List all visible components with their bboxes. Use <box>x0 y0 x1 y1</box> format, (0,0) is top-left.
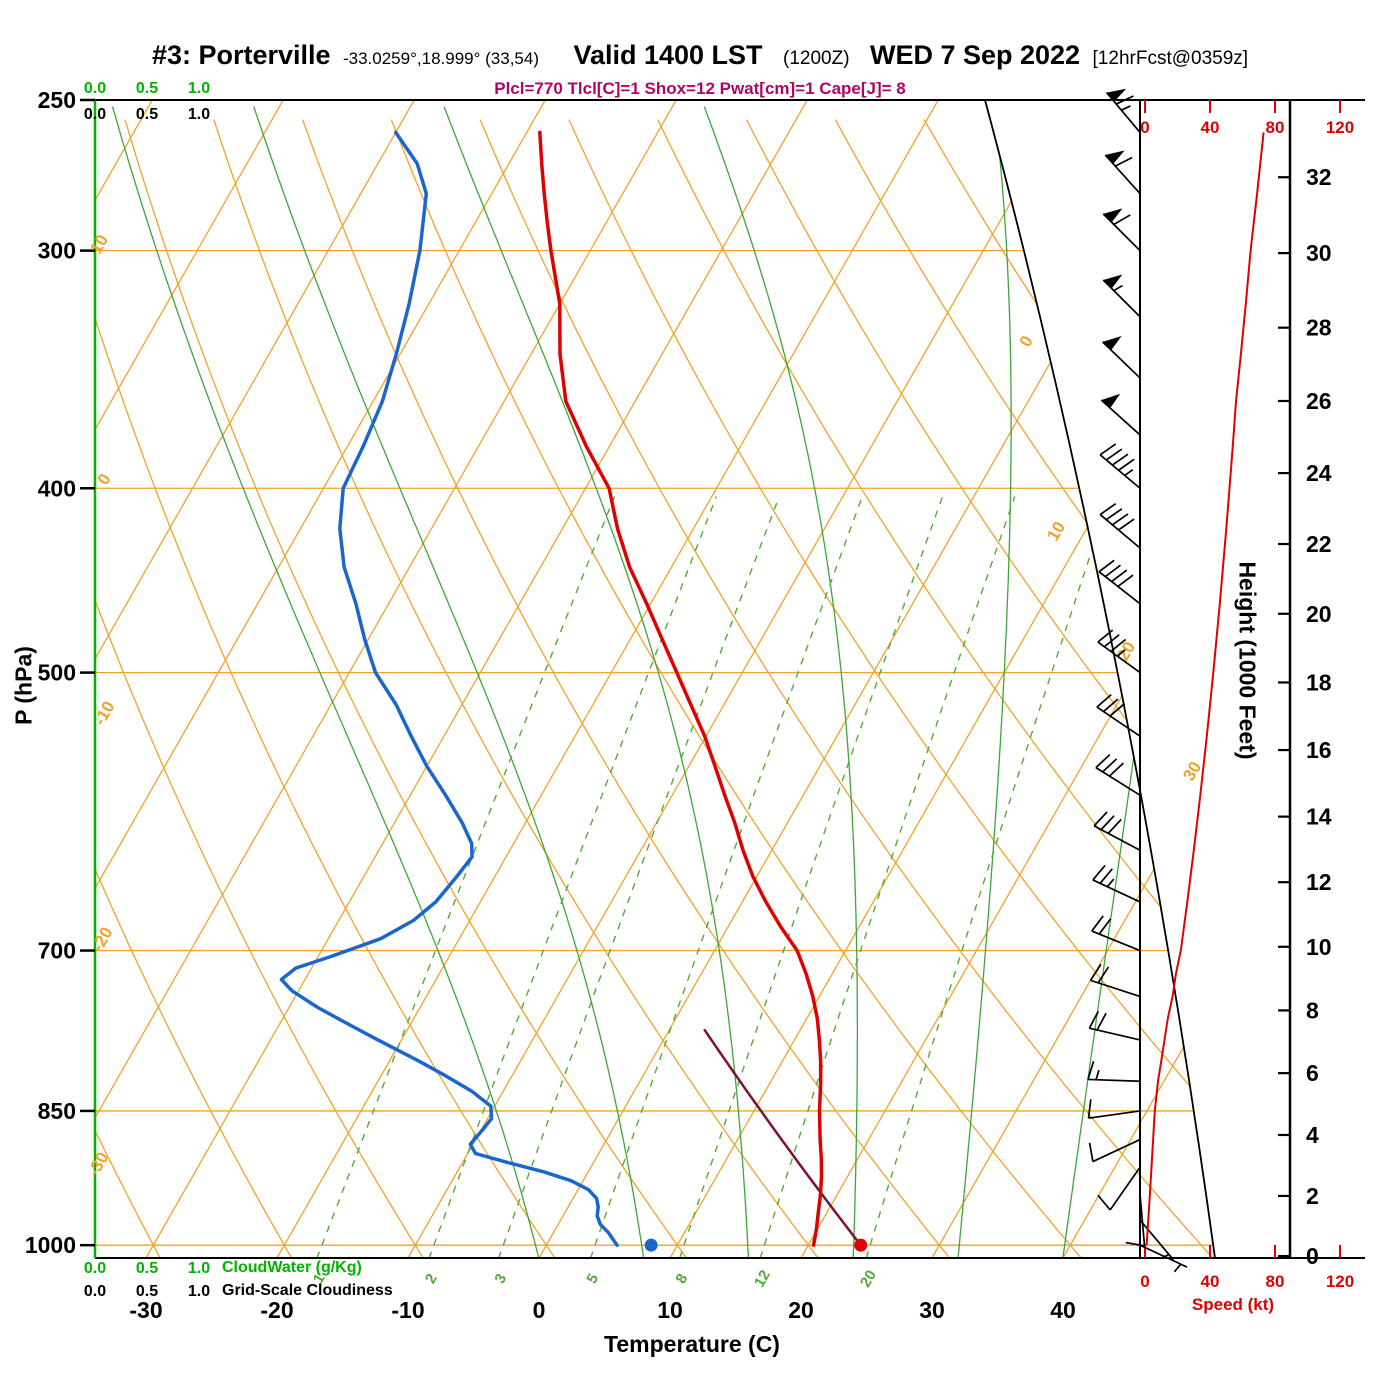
svg-text:1000: 1000 <box>25 1232 76 1258</box>
svg-text:0: 0 <box>1140 1272 1149 1291</box>
svg-text:80: 80 <box>1266 1272 1285 1291</box>
svg-text:0: 0 <box>533 1297 546 1323</box>
svg-text:0.0: 0.0 <box>84 80 106 97</box>
svg-text:20: 20 <box>1113 638 1139 664</box>
svg-text:12: 12 <box>1306 869 1332 895</box>
svg-text:2: 2 <box>422 1271 441 1287</box>
parcel-trace <box>703 1028 862 1246</box>
svg-text:2: 2 <box>1306 1183 1319 1209</box>
svg-text:400: 400 <box>38 475 76 501</box>
surface-dewpoint-dot <box>644 1238 658 1252</box>
cloudiness-axis-label: Grid-Scale Cloudiness <box>222 1282 393 1299</box>
svg-text:18: 18 <box>1306 669 1332 695</box>
svg-text:0.5: 0.5 <box>136 106 158 123</box>
svg-text:500: 500 <box>38 660 76 686</box>
wind-barbs <box>1087 88 1188 1273</box>
svg-text:16: 16 <box>1306 737 1332 763</box>
svg-text:1.0: 1.0 <box>188 1283 210 1300</box>
svg-text:-30: -30 <box>129 1297 162 1323</box>
sounding-indices: Plcl=770 Tlcl[C]=1 Shox=12 Pwat[cm]=1 Ca… <box>494 79 906 98</box>
svg-text:6: 6 <box>1306 1060 1319 1086</box>
svg-text:22: 22 <box>1306 531 1332 557</box>
svg-text:1.0: 1.0 <box>188 80 210 97</box>
valid-time: Valid 1400 LST <box>573 40 763 70</box>
svg-text:8: 8 <box>672 1271 691 1287</box>
svg-text:0: 0 <box>1140 118 1149 137</box>
svg-text:0: 0 <box>1016 332 1037 350</box>
svg-text:250: 250 <box>38 87 76 113</box>
svg-text:20: 20 <box>1306 601 1332 627</box>
svg-text:10: 10 <box>1306 934 1332 960</box>
svg-text:3: 3 <box>491 1271 510 1287</box>
pressure-axis-label: P (hPa) <box>10 646 37 725</box>
svg-text:0.0: 0.0 <box>84 106 106 123</box>
cloudwater-axis-label: CloudWater (g/Kg) <box>222 1259 362 1276</box>
svg-text:0: 0 <box>94 470 115 488</box>
svg-text:700: 700 <box>38 938 76 964</box>
station-title: #3: Porterville <box>151 40 331 70</box>
svg-text:10: 10 <box>1043 518 1069 544</box>
svg-text:0.0: 0.0 <box>84 1260 106 1277</box>
valid-zulu: (1200Z) <box>783 48 850 69</box>
svg-text:-10: -10 <box>391 1297 424 1323</box>
svg-text:26: 26 <box>1306 388 1332 414</box>
temperature-axis-label: Temperature (C) <box>604 1331 780 1357</box>
svg-text:32: 32 <box>1306 164 1332 190</box>
svg-text:40: 40 <box>1201 1272 1220 1291</box>
svg-text:40: 40 <box>1050 1297 1076 1323</box>
dewpoint-curve <box>279 130 619 1247</box>
svg-text:0.5: 0.5 <box>136 80 158 97</box>
height-axis-label: Height (1000 Feet) <box>1234 561 1261 760</box>
chart-title: #3: Porterville -33.0259°,18.999° (33,54… <box>0 40 1400 71</box>
svg-text:80: 80 <box>1266 118 1285 137</box>
svg-text:10: 10 <box>657 1297 683 1323</box>
plot-frame <box>93 99 1365 1259</box>
svg-text:20: 20 <box>857 1267 880 1290</box>
svg-text:14: 14 <box>1306 804 1332 830</box>
svg-text:850: 850 <box>38 1098 76 1124</box>
svg-text:1.0: 1.0 <box>188 106 210 123</box>
svg-text:30: 30 <box>919 1297 945 1323</box>
station-coords: -33.0259°,18.999° (33,54) <box>342 49 539 68</box>
forecast-tag: [12hrFcst@0359z] <box>1092 48 1249 69</box>
svg-text:5: 5 <box>583 1271 602 1287</box>
svg-text:0.5: 0.5 <box>136 1283 158 1300</box>
svg-text:300: 300 <box>38 238 76 264</box>
speed-axis-label: Speed (kt) <box>1191 1295 1275 1314</box>
temperature-curve <box>538 130 824 1247</box>
svg-text:30: 30 <box>1306 240 1332 266</box>
svg-text:20: 20 <box>788 1297 814 1323</box>
svg-text:12: 12 <box>751 1267 774 1290</box>
svg-text:0: 0 <box>1306 1243 1319 1269</box>
valid-date: WED 7 Sep 2022 <box>869 40 1081 70</box>
svg-text:1.0: 1.0 <box>188 1260 210 1277</box>
svg-text:-20: -20 <box>260 1297 293 1323</box>
background-lines <box>95 100 1215 1258</box>
svg-text:120: 120 <box>1326 1272 1354 1291</box>
svg-text:40: 40 <box>1201 118 1220 137</box>
svg-text:120: 120 <box>1326 118 1354 137</box>
svg-text:28: 28 <box>1306 315 1332 341</box>
svg-text:0.5: 0.5 <box>136 1260 158 1277</box>
svg-text:8: 8 <box>1306 997 1319 1023</box>
wind-speed-curve <box>1145 132 1265 1246</box>
svg-text:-30: -30 <box>84 1149 113 1180</box>
svg-text:0.0: 0.0 <box>84 1283 106 1300</box>
surface-temperature-dot <box>854 1238 868 1252</box>
svg-text:24: 24 <box>1306 460 1332 486</box>
svg-text:4: 4 <box>1306 1122 1319 1148</box>
svg-text:10: 10 <box>86 231 112 257</box>
